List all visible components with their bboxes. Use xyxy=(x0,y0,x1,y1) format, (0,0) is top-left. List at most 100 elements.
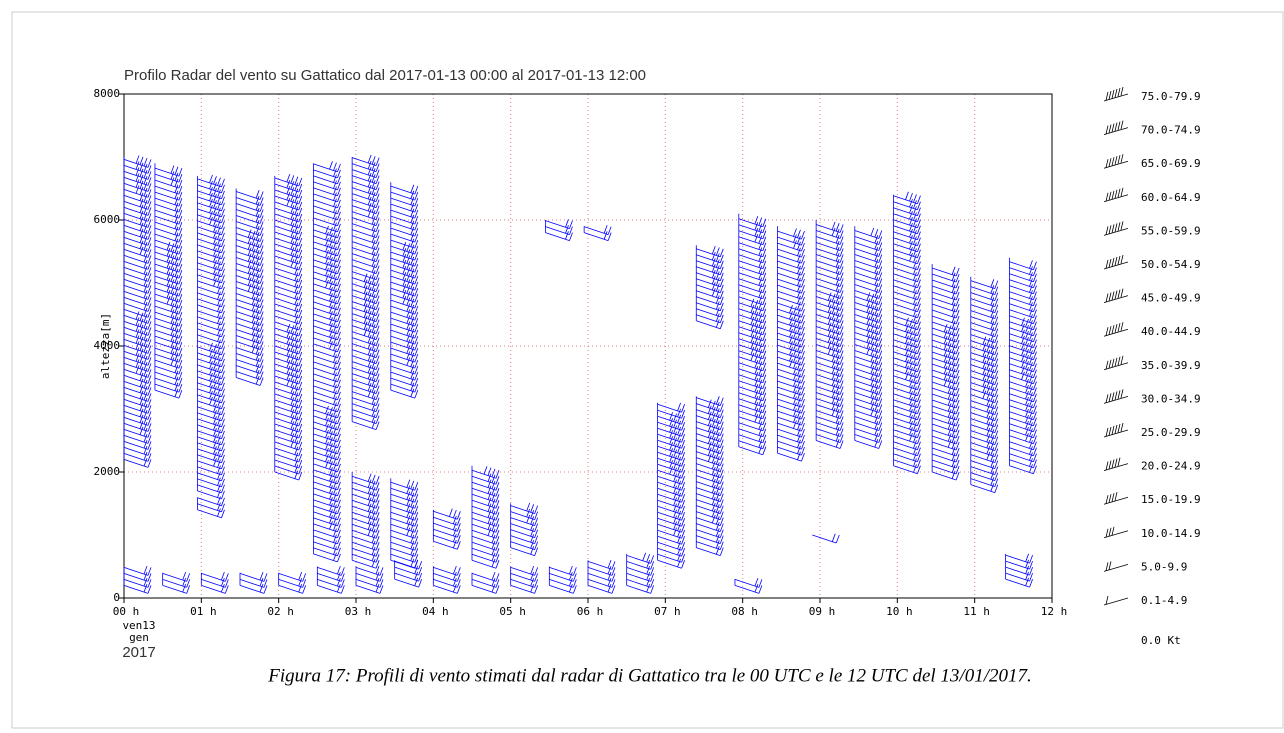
barb-feather xyxy=(290,193,295,202)
barb-feather xyxy=(170,255,175,264)
barb-feather xyxy=(762,332,767,341)
barb-feather xyxy=(221,250,225,260)
barb-feather xyxy=(1029,560,1033,570)
barb-feather xyxy=(530,577,535,587)
barb-feather xyxy=(406,503,411,512)
barb-feather xyxy=(917,249,921,258)
barb-feather xyxy=(213,248,217,257)
barb-feather xyxy=(947,361,952,370)
barb-feather xyxy=(255,274,260,283)
barb-feather xyxy=(367,388,372,398)
barb-feather xyxy=(298,583,303,593)
barb-feather xyxy=(835,229,840,238)
barb-feather xyxy=(835,289,840,298)
x-tick-label: 12 h xyxy=(1041,605,1068,618)
barb-feather xyxy=(333,372,337,381)
barb-feather xyxy=(259,377,264,386)
barb-feather xyxy=(1033,435,1037,444)
barb-feather xyxy=(491,534,496,544)
barb-feather xyxy=(990,279,995,288)
barb-feather xyxy=(371,168,376,177)
barb-feather xyxy=(491,571,496,581)
barb-feather xyxy=(221,292,225,302)
barb-feather xyxy=(1025,559,1029,568)
barb-feather xyxy=(607,583,612,593)
barb-feather xyxy=(178,275,183,285)
barb-feather xyxy=(711,460,716,470)
legend-staff xyxy=(1103,295,1129,303)
barb-feather xyxy=(290,421,295,430)
barb-feather xyxy=(994,412,999,421)
barb-feather xyxy=(909,336,913,346)
barb-feather xyxy=(217,441,221,450)
barb-feather xyxy=(1025,384,1029,394)
barb-feather xyxy=(178,353,183,363)
barb-feather xyxy=(762,326,767,335)
legend-item: 30.0-34.9 xyxy=(1103,389,1201,405)
barb-feather xyxy=(135,155,140,164)
barb-feather xyxy=(414,185,419,195)
barb-feather xyxy=(607,559,612,569)
barb-feather xyxy=(166,278,171,287)
barb-feather xyxy=(801,272,805,282)
barb-feather xyxy=(487,521,492,530)
barb-feather xyxy=(874,367,879,376)
barb-feather xyxy=(298,465,303,475)
barb-feather xyxy=(994,316,999,325)
barb-feather xyxy=(1029,440,1033,449)
barb-feather xyxy=(947,409,952,418)
wind-profile xyxy=(657,402,685,569)
barb-feather xyxy=(677,546,681,556)
barb-feather xyxy=(677,432,681,442)
barb-feather xyxy=(750,334,755,344)
barb-feather xyxy=(286,179,291,189)
barb-feather xyxy=(994,340,999,349)
barb-feather xyxy=(762,410,767,419)
barb-feather xyxy=(294,176,299,185)
barb-feather xyxy=(955,333,960,343)
barb-feather xyxy=(217,405,221,414)
barb-feather xyxy=(333,516,337,525)
barb-feather xyxy=(166,260,171,269)
barb-feather xyxy=(530,540,535,549)
barb-feather xyxy=(831,407,836,417)
barb-feather xyxy=(982,354,987,363)
barb-feather xyxy=(371,186,376,195)
barb-feather xyxy=(337,499,341,509)
barb-feather xyxy=(793,384,797,393)
barb-feather xyxy=(681,446,685,455)
barb-feather xyxy=(793,372,797,381)
barb-feather xyxy=(491,498,496,508)
barb-feather xyxy=(951,386,956,395)
barb-feather xyxy=(337,541,341,551)
barb-feather xyxy=(213,218,217,227)
barb-feather xyxy=(917,417,921,426)
barb-feather xyxy=(681,530,685,539)
barb-feather xyxy=(530,583,535,593)
barb-feather xyxy=(337,229,341,239)
barb-feather xyxy=(329,425,333,434)
barb-feather xyxy=(329,515,333,524)
barb-feather xyxy=(839,362,844,371)
barb-feather xyxy=(375,217,380,226)
barb-feather xyxy=(217,249,221,258)
barb-feather xyxy=(669,466,673,475)
barb-feather xyxy=(909,192,913,202)
barb-feather xyxy=(754,577,759,587)
barb-feather xyxy=(990,291,995,300)
barb-feather xyxy=(337,427,341,437)
barb-feather xyxy=(414,287,419,297)
barb-feather xyxy=(402,278,407,287)
barb-feather xyxy=(139,402,144,411)
barb-feather xyxy=(255,238,260,247)
legend-item: 25.0-29.9 xyxy=(1103,422,1201,439)
barb-feather xyxy=(402,254,407,263)
barb-feather xyxy=(905,341,909,350)
legend-feather xyxy=(1108,90,1112,100)
barb-feather xyxy=(375,512,380,521)
barb-feather xyxy=(147,357,152,366)
barb-feather xyxy=(410,184,415,193)
barb-feather xyxy=(363,279,368,288)
barb-feather xyxy=(762,296,767,305)
barb-feather xyxy=(135,185,140,194)
